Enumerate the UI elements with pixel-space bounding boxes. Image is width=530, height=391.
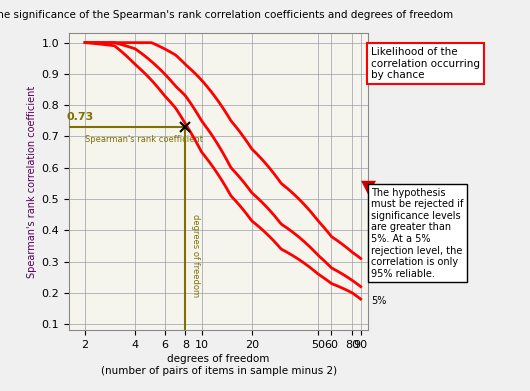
Text: degrees of freedom: degrees of freedom [191, 214, 200, 297]
Text: The hypothesis
must be rejected if
significance levels
are greater than
5%. At a: The hypothesis must be rejected if signi… [371, 188, 463, 279]
X-axis label: degrees of freedom
(number of pairs of items in sample minus 2): degrees of freedom (number of pairs of i… [101, 354, 337, 376]
Text: The significance of the Spearman's rank correlation coefficients and degrees of : The significance of the Spearman's rank … [0, 10, 454, 20]
Text: 0.1%: 0.1% [372, 233, 396, 243]
Text: significance level: significance level [395, 187, 404, 266]
Text: 5%: 5% [372, 296, 387, 306]
Text: Likelihood of the
correlation occurring
by chance: Likelihood of the correlation occurring … [371, 47, 480, 80]
Text: ▼: ▼ [361, 178, 376, 197]
Text: Spearman's rank coefficient: Spearman's rank coefficient [85, 135, 203, 144]
Y-axis label: Spearman's rank correlation coefficient: Spearman's rank correlation coefficient [27, 86, 37, 278]
Text: 1%: 1% [372, 272, 386, 282]
Text: 0.73: 0.73 [67, 112, 94, 122]
